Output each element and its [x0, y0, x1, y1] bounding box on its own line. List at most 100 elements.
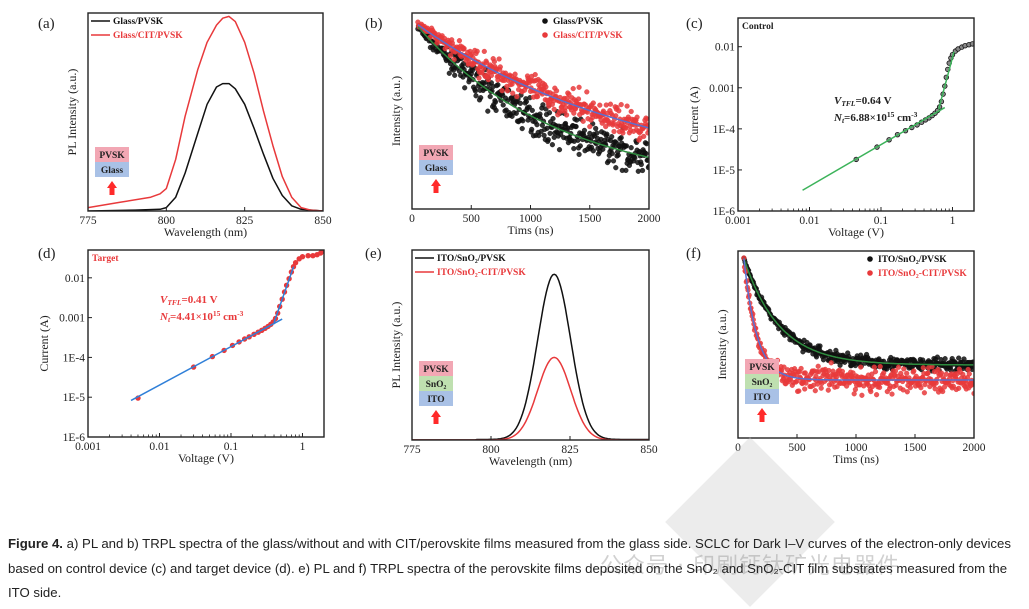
data-point	[618, 135, 624, 141]
x-tick-label: 825	[236, 215, 254, 227]
data-point	[876, 384, 883, 391]
data-point	[523, 98, 530, 105]
x-tick-label: 0.01	[799, 215, 819, 227]
x-axis-label: Voltage (V)	[828, 225, 884, 239]
data-point	[496, 56, 502, 62]
panel-label: (b)	[365, 16, 383, 32]
y-tick-label: 0.001	[59, 313, 85, 325]
legend-entry: ITO/SnO₂/PVSK	[878, 255, 947, 265]
data-point	[828, 360, 834, 366]
nt-unit: cm	[894, 112, 911, 124]
fit-line	[802, 106, 946, 191]
layer-label: PVSK	[423, 365, 449, 375]
data-point	[571, 110, 577, 116]
y-tick-label: 1E-6	[63, 432, 86, 444]
data-point	[545, 137, 551, 143]
layer-label: SnO₂	[426, 380, 447, 390]
data-point	[532, 71, 538, 78]
nt-unit: cm	[220, 311, 237, 323]
y-tick-label: 1E-5	[713, 165, 736, 177]
data-point	[472, 88, 479, 94]
data-point	[623, 167, 629, 174]
data-point	[305, 252, 311, 259]
data-point	[889, 391, 895, 397]
data-point	[921, 390, 928, 396]
series-line	[412, 273, 649, 440]
plot-frame	[737, 17, 975, 212]
data-point	[550, 115, 556, 122]
data-point	[858, 364, 864, 370]
data-point	[628, 145, 634, 151]
x-tick-label: 775	[403, 444, 421, 456]
data-point	[575, 96, 582, 102]
data-point	[613, 165, 619, 171]
series-line	[88, 15, 323, 211]
data-point	[941, 384, 948, 390]
data-point	[871, 364, 877, 370]
nt-value: =6.88×10	[844, 112, 887, 124]
legend-entry: ITO/SnO₂-CIT/PVSK	[437, 268, 526, 278]
data-point	[549, 142, 556, 148]
data-point	[587, 123, 593, 130]
vtfl-value: =0.64 V	[856, 95, 892, 107]
data-point	[641, 133, 647, 140]
data-point	[540, 102, 546, 108]
plot-frame	[87, 12, 324, 212]
legend-entry: Glass/PVSK	[553, 17, 604, 27]
data-point	[534, 93, 541, 100]
data-point	[485, 77, 492, 83]
data-point	[581, 127, 588, 133]
data-point	[517, 100, 524, 106]
fit-line	[417, 26, 649, 159]
panel-label: (f)	[686, 246, 701, 262]
x-tick-label: 850	[640, 444, 658, 456]
data-point	[623, 143, 630, 149]
data-point	[504, 88, 511, 94]
data-point	[556, 147, 563, 153]
data-point	[519, 126, 525, 132]
data-point	[536, 133, 542, 139]
data-point	[859, 392, 865, 398]
layer-block	[419, 145, 453, 160]
x-tick-label: 0	[409, 213, 415, 225]
data-point	[956, 385, 962, 391]
fit-line	[417, 24, 649, 129]
plot-frame	[87, 249, 325, 438]
legend-marker	[867, 256, 873, 262]
data-point	[582, 102, 589, 108]
chart-panel-b: Glass/PVSK Glass/CIT/PVSK PVSK Glass Intensi…	[365, 12, 661, 237]
excitation-arrow-icon	[107, 181, 117, 195]
x-tick-label: 800	[482, 444, 500, 456]
x-tick-label: 1	[300, 441, 306, 453]
data-point	[543, 84, 549, 90]
data-point	[868, 389, 874, 395]
data-point	[574, 117, 580, 123]
excitation-arrow-icon	[757, 408, 767, 422]
plot-area	[412, 273, 649, 440]
plot-frame	[411, 12, 650, 210]
nt-exponent: 15	[213, 309, 221, 318]
caption-label: Figure 4.	[8, 536, 63, 551]
data-point	[534, 122, 540, 128]
data-point	[526, 104, 532, 110]
data-point	[873, 392, 880, 398]
y-axis-label: Current (A)	[687, 86, 701, 142]
data-point	[918, 385, 924, 391]
plot-area	[741, 255, 974, 398]
data-point	[491, 58, 498, 65]
plot-area	[88, 15, 323, 211]
data-point	[576, 84, 582, 90]
data-point	[492, 99, 499, 105]
chart-panel-e: ITO/SnO₂/PVSK ITO/SnO₂-CIT/PVSK PVSK SnO₂ IT…	[365, 246, 658, 468]
vtfl-annotation: VTFL=0.41 V	[160, 294, 218, 307]
data-point	[610, 120, 617, 127]
layer-block	[419, 376, 453, 391]
data-point	[597, 102, 603, 108]
y-axis-label: Intensity (a.u.)	[715, 309, 729, 379]
data-point	[869, 371, 875, 377]
data-point	[573, 123, 579, 130]
data-point	[623, 125, 629, 131]
data-point	[577, 143, 583, 149]
nt-value: =4.41×10	[170, 311, 213, 323]
x-axis-label: Voltage (V)	[178, 451, 234, 465]
